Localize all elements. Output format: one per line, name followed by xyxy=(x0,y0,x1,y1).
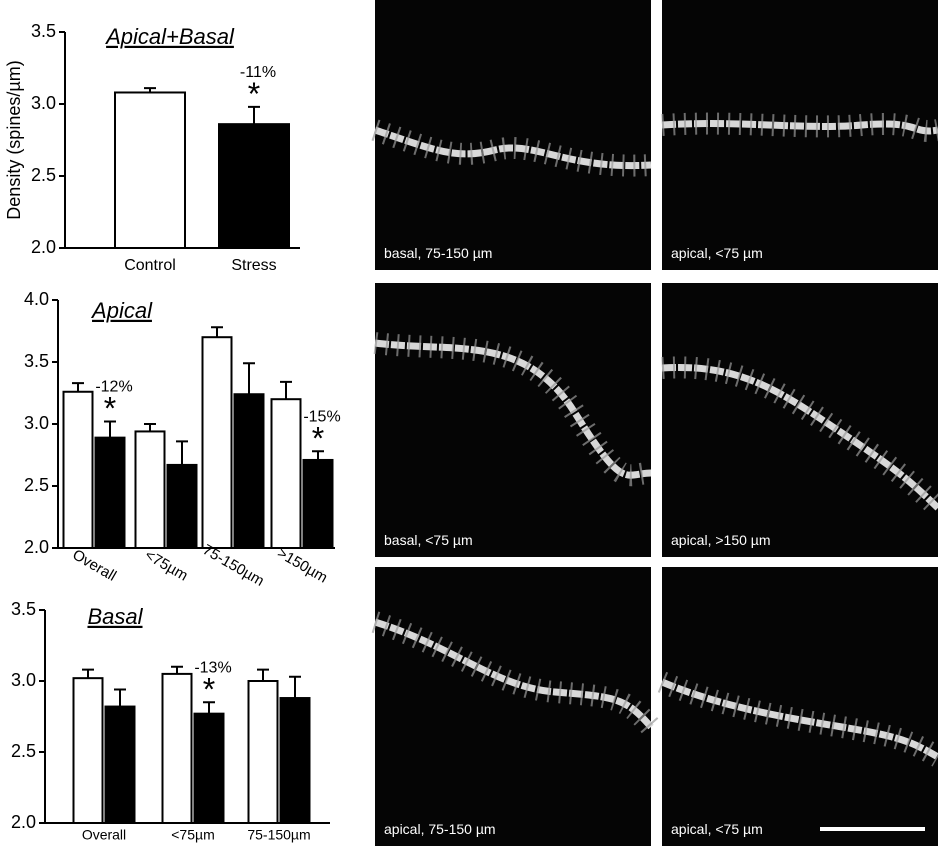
chart-title: Apical xyxy=(90,298,153,323)
spines xyxy=(661,112,938,142)
bar xyxy=(62,390,94,550)
annotation-text: -13% xyxy=(194,660,231,677)
bar xyxy=(166,463,198,550)
error-bar xyxy=(203,701,215,714)
panel-background xyxy=(662,567,938,846)
annotation-text: -11% xyxy=(240,64,276,81)
image-panel: basal, 75-150 µm xyxy=(371,0,652,270)
annotation-text: -12% xyxy=(95,379,132,396)
dendrite xyxy=(374,339,652,479)
image-panel: basal, <75 µm xyxy=(373,283,652,557)
y-tick-label: 4.0 xyxy=(24,289,49,309)
error-bar xyxy=(144,87,156,93)
bar xyxy=(94,436,126,550)
annotation-text: -15% xyxy=(303,408,340,425)
dendrite xyxy=(660,678,938,761)
bar xyxy=(218,123,290,249)
significance-mark: * xyxy=(203,671,215,707)
error-bar xyxy=(176,440,188,465)
panel-label: basal, 75-150 µm xyxy=(384,245,492,261)
error-bar xyxy=(243,362,255,395)
x-tick-label: <75µm xyxy=(142,547,191,585)
x-tick-label: Control xyxy=(124,257,176,274)
error-bar xyxy=(289,675,301,699)
panel-label: apical, >150 µm xyxy=(671,532,771,548)
bar xyxy=(279,697,311,824)
bar xyxy=(114,91,186,250)
y-tick-label: 2.0 xyxy=(24,537,49,557)
error-bar xyxy=(248,105,260,125)
chart-title: Apical+Basal xyxy=(104,24,235,49)
panel-background xyxy=(375,0,651,270)
error-bar xyxy=(211,326,223,338)
dendrite xyxy=(373,126,652,170)
bar xyxy=(247,680,279,824)
x-tick-label: <75µm xyxy=(171,827,214,843)
x-tick-label: Overall xyxy=(82,827,126,843)
x-tick-label: 75-150µm xyxy=(247,827,310,843)
panel-label: basal, <75 µm xyxy=(384,532,473,548)
y-tick-label: 2.5 xyxy=(31,165,56,185)
x-tick-label: Overall xyxy=(69,546,119,584)
error-bar xyxy=(72,382,84,392)
y-tick-label: 2.0 xyxy=(11,812,36,832)
image-panel: apical, <75 µm xyxy=(661,0,938,270)
panel-label: apical, <75 µm xyxy=(671,821,763,837)
bar xyxy=(233,393,265,549)
y-tick-label: 2.5 xyxy=(11,741,36,761)
chart-title: Basal xyxy=(87,604,143,629)
y-tick-label: 3.0 xyxy=(24,413,49,433)
significance-mark: * xyxy=(248,76,260,112)
y-tick-label: 3.5 xyxy=(24,351,49,371)
error-bar xyxy=(104,420,116,438)
y-tick-label: 3.5 xyxy=(11,599,36,619)
panel-label: apical, <75 µm xyxy=(671,245,763,261)
bar xyxy=(161,672,193,825)
dendrite xyxy=(373,618,654,730)
significance-mark: * xyxy=(104,391,116,427)
y-tick-label: 3.5 xyxy=(31,21,56,41)
error-bar xyxy=(114,688,126,707)
panel-background xyxy=(662,0,938,270)
panel-background xyxy=(375,283,651,557)
bar xyxy=(270,398,302,550)
y-axis-label: Density (spines/µm) xyxy=(4,60,24,219)
x-tick-label: Stress xyxy=(231,257,276,274)
y-tick-label: 2.5 xyxy=(24,475,49,495)
bar xyxy=(201,336,233,550)
bar xyxy=(72,677,104,824)
y-tick-label: 3.0 xyxy=(31,93,56,113)
y-tick-label: 2.0 xyxy=(31,237,56,257)
y-tick-label: 3.0 xyxy=(11,670,36,690)
error-bar xyxy=(82,668,94,679)
image-panel: apical, <75 µm xyxy=(657,567,938,846)
error-bar xyxy=(171,665,183,674)
panel-background xyxy=(375,567,651,846)
image-panel: apical, 75-150 µm xyxy=(371,567,660,846)
bar xyxy=(134,430,166,549)
x-tick-label: >150µm xyxy=(274,544,330,586)
error-bar xyxy=(280,380,292,400)
panel-background xyxy=(662,283,938,557)
bar xyxy=(193,712,225,824)
panel-label: apical, 75-150 µm xyxy=(384,821,496,837)
error-bar xyxy=(257,668,269,681)
bar xyxy=(302,458,334,549)
spines xyxy=(661,356,938,516)
bar xyxy=(104,705,136,824)
image-panel: apical, >150 µm xyxy=(661,283,938,557)
error-bar xyxy=(144,423,156,432)
significance-mark: * xyxy=(312,420,324,456)
error-bar xyxy=(312,450,324,460)
